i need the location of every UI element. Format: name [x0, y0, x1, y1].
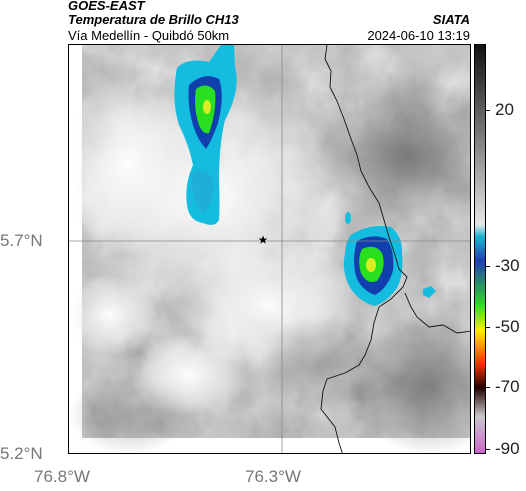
lon-label-76-8: 76.8°W [34, 467, 90, 486]
datetime-label: 2024-06-10 13:19 [367, 28, 470, 43]
boundary-line-east [404, 292, 470, 334]
colorbar-label-minus70: -70 [495, 377, 520, 396]
region-subtitle: Vía Medellín - Quibdó 50km [68, 28, 230, 43]
lon-label-76-3: 76.3°W [245, 467, 301, 486]
location-star-icon [258, 235, 268, 244]
colorbar-tick [486, 387, 490, 388]
map-panel [68, 44, 471, 454]
convective-cloud-east [343, 212, 436, 306]
product-title: Temperatura de Brillo CH13 [68, 12, 239, 27]
lat-label-5-2: 5.2°N [0, 444, 43, 463]
colorbar-tick [486, 449, 490, 450]
colorbar-label-20: 20 [495, 100, 514, 119]
satellite-title: GOES-EAST [68, 0, 145, 13]
temperature-colorbar [474, 44, 486, 454]
colorbar-label-minus30: -30 [495, 256, 520, 275]
colorbar-tick [486, 327, 490, 328]
colorbar-tick [486, 266, 490, 267]
colorbar-label-minus50: -50 [495, 317, 520, 336]
org-label: SIATA [432, 12, 470, 27]
boundary-line [320, 45, 408, 453]
colorbar-tick [486, 110, 490, 111]
convective-cloud-north [174, 45, 237, 225]
colorbar-label-minus90: -90 [495, 439, 520, 458]
brightness-temperature-map [69, 45, 470, 453]
lat-label-5-7: 5.7°N [0, 231, 43, 250]
